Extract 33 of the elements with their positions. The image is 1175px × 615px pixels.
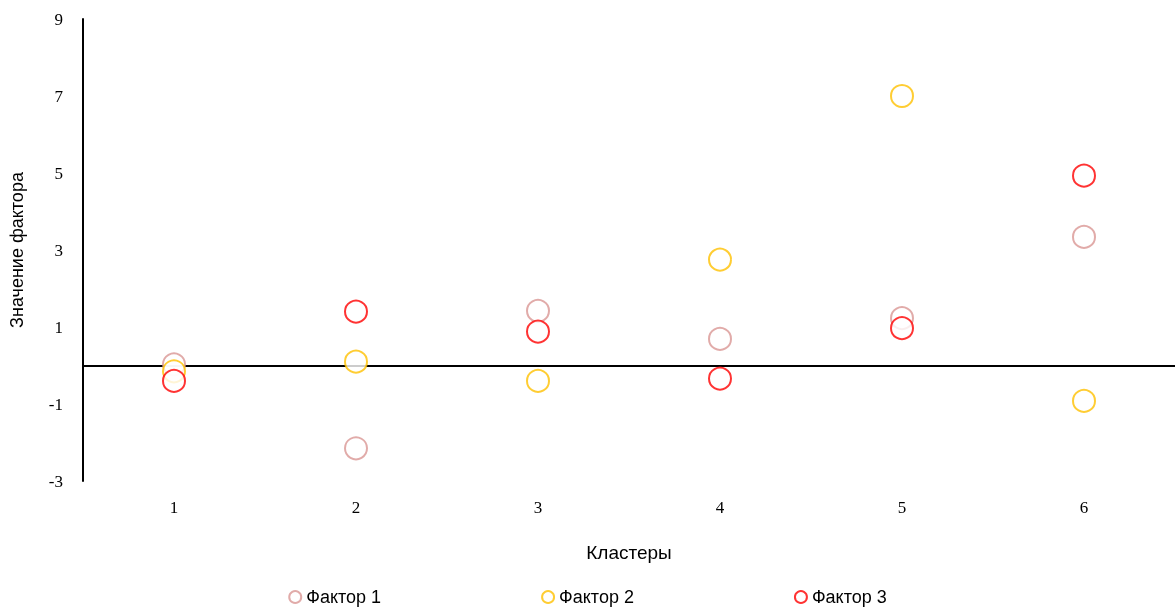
point	[162, 368, 186, 393]
y-axis-title: Значение фактора	[7, 171, 27, 328]
point	[708, 247, 732, 272]
y-tick-label: -1	[48, 394, 63, 414]
legend-label: Фактор 3	[811, 587, 887, 607]
point	[890, 316, 914, 341]
y-tick-label: 1	[54, 317, 63, 337]
point	[526, 368, 550, 393]
x-tick-label: 5	[897, 498, 907, 517]
legend-label: Фактор 2	[559, 587, 634, 607]
x-tick-label: 6	[1079, 498, 1089, 517]
y-tick-label: -3	[48, 471, 63, 491]
point	[344, 436, 368, 461]
y-tick-label: 5	[54, 163, 63, 183]
x-tick-label: 1	[169, 498, 179, 517]
x-tick-label: 4	[715, 498, 725, 517]
legend-label: Фактор 1	[306, 587, 382, 607]
point	[1072, 388, 1096, 413]
y-tick-label: 9	[54, 9, 63, 29]
y-tick-label: 7	[54, 86, 64, 106]
point	[1072, 163, 1096, 188]
point	[344, 299, 368, 324]
y-tick-label: 3	[54, 240, 63, 260]
x-tick-label: 2	[351, 498, 361, 517]
point	[344, 349, 368, 374]
x-axis-title: Кластеры	[586, 542, 672, 563]
point	[890, 84, 914, 108]
point	[708, 326, 732, 351]
point	[526, 298, 550, 323]
x-tick-label: 3	[533, 498, 543, 517]
point	[526, 319, 550, 344]
point	[1072, 224, 1096, 249]
point	[708, 366, 732, 391]
